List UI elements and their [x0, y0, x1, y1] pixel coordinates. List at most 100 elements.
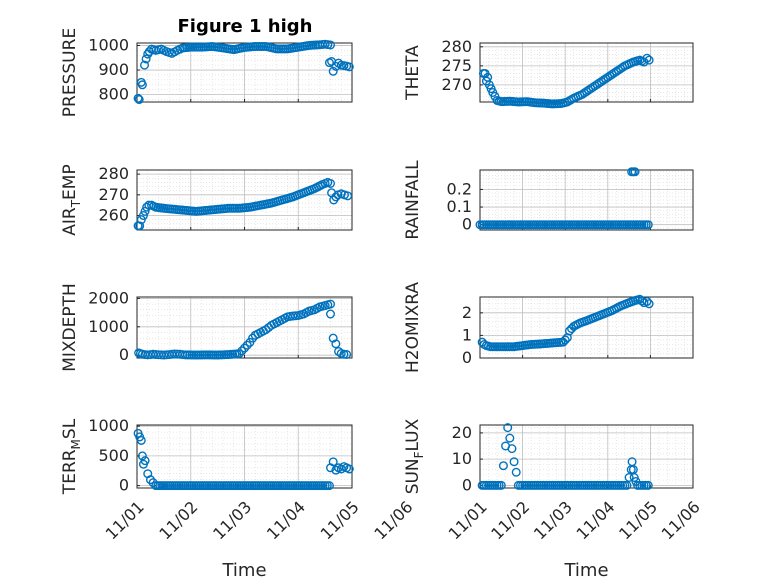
y-axis-label: H2OMIXRA	[403, 282, 423, 373]
data-point	[520, 97, 530, 107]
data-point	[624, 473, 634, 483]
data-point	[503, 96, 513, 106]
y-tick-label: 270	[441, 75, 472, 94]
data-point	[253, 201, 263, 211]
data-point	[601, 220, 611, 230]
data-point	[613, 480, 623, 490]
data-point	[528, 480, 538, 490]
data-point	[200, 206, 210, 216]
data-point	[140, 350, 150, 360]
data-point	[315, 181, 325, 191]
x-tick-label: 11/03	[530, 497, 576, 543]
data-point	[626, 220, 636, 230]
data-point	[285, 311, 295, 321]
axes-mixdepth: 0 1000 2000 MIXDEPTH	[60, 283, 353, 372]
data-point	[172, 349, 182, 359]
data-point	[270, 43, 280, 53]
data-point	[167, 481, 177, 491]
data-point	[221, 481, 231, 491]
data-point	[164, 47, 174, 57]
data-point	[344, 62, 354, 72]
data-point	[331, 339, 341, 349]
data-point	[320, 178, 330, 188]
axes-terr_msl: 0 500 1000 11/01 11/02 11/03 11/04 11/05 11/06 Ti…	[60, 416, 416, 581]
data-point	[296, 481, 306, 491]
y-tick-label: 280	[98, 164, 129, 183]
y-tick-label: 2000	[88, 288, 129, 307]
x-tick-label: 11/05	[615, 497, 661, 543]
data-point	[550, 220, 560, 230]
data-point	[507, 444, 517, 454]
x-axis-label: Time	[221, 560, 266, 581]
y-axis-label: THETA	[403, 45, 423, 101]
data-point	[291, 311, 301, 321]
data-point	[633, 56, 643, 66]
data-point	[490, 342, 500, 352]
x-axis-label: Time	[563, 560, 608, 581]
data-point	[137, 451, 147, 461]
data-point	[484, 341, 494, 351]
axes-air_temp: 260 270 280 AIRTEMP	[60, 164, 353, 236]
data-point	[524, 220, 534, 230]
data-point	[140, 456, 150, 466]
data-point	[243, 481, 253, 491]
data-point	[138, 211, 148, 221]
data-point	[616, 64, 626, 74]
data-point	[558, 220, 568, 230]
data-point	[596, 480, 606, 490]
data-point	[582, 87, 592, 97]
x-tick-label: 11/01	[445, 497, 491, 543]
data-point	[291, 43, 301, 53]
y-tick-label: 0	[462, 215, 472, 234]
y-tick-label: 800	[98, 85, 129, 104]
data-point	[210, 205, 220, 215]
data-point	[567, 220, 577, 230]
data-point	[639, 480, 649, 490]
data-point	[149, 45, 159, 55]
data-point	[141, 54, 151, 64]
data-point	[524, 340, 534, 350]
data-point	[227, 44, 237, 54]
data-point	[605, 480, 615, 490]
y-tick-label: 20	[452, 423, 472, 442]
y-tick-label: 1000	[88, 317, 129, 336]
y-tick-label: 0	[119, 345, 129, 364]
data-point	[248, 42, 258, 52]
data-point	[232, 481, 242, 491]
data-point	[541, 220, 551, 230]
data-point	[167, 204, 177, 214]
data-point	[280, 44, 290, 54]
data-point	[156, 350, 166, 360]
data-point	[515, 341, 525, 351]
data-point	[481, 480, 491, 490]
data-point	[554, 99, 564, 109]
data-point	[135, 221, 145, 231]
y-axis-label: TERRMSL	[60, 418, 83, 495]
data-point	[307, 305, 317, 315]
data-point	[200, 350, 210, 360]
x-tick-label: 11/06	[658, 497, 704, 543]
y-axis-label: AIRTEMP	[60, 164, 83, 235]
data-point	[286, 481, 296, 491]
y-tick-label: 0.1	[447, 197, 472, 216]
data-point	[264, 481, 274, 491]
data-point	[609, 220, 619, 230]
data-point	[554, 480, 564, 490]
data-point	[571, 480, 581, 490]
data-point	[135, 349, 145, 359]
data-point	[157, 481, 167, 491]
data-point	[490, 220, 500, 230]
data-point	[253, 481, 263, 491]
y-tick-label: 270	[98, 185, 129, 204]
y-tick-label: 1000	[88, 416, 129, 435]
data-point	[545, 480, 555, 490]
data-point	[498, 220, 508, 230]
figure-title: Figure 1 high	[178, 16, 313, 37]
y-tick-label: 0	[462, 348, 472, 367]
data-point	[322, 481, 332, 491]
data-point	[528, 97, 538, 107]
y-axis-label: MIXDEPTH	[60, 283, 80, 372]
y-tick-label: 1000	[88, 35, 129, 54]
axes-box	[479, 296, 694, 359]
